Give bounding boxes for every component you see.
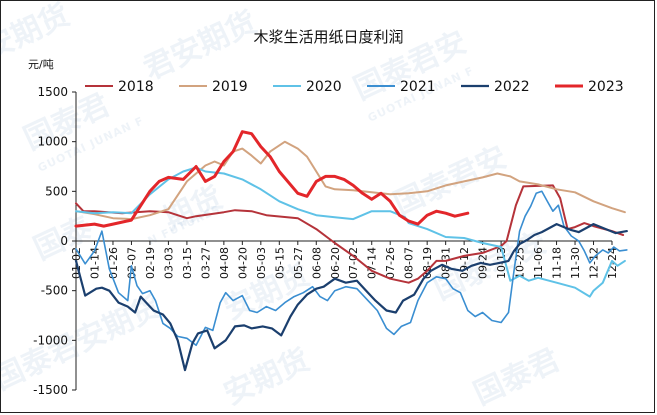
x-tick-label: 07-26 — [384, 247, 397, 279]
x-tick-label: 08-07 — [403, 247, 416, 279]
x-tick-label: 08-31 — [440, 247, 453, 279]
x-tick-label: 06-08 — [310, 247, 323, 279]
x-tick-label: 02-07 — [125, 247, 138, 279]
series-line-2023 — [74, 130, 470, 228]
x-tick-label: 04-20 — [236, 247, 249, 279]
x-tick-label: 05-27 — [292, 247, 305, 279]
legend-label-2022: 2022 — [494, 79, 530, 95]
x-tick-label: 05-15 — [273, 247, 286, 279]
chart-title: 木浆生活用纸日度利润 — [253, 28, 404, 46]
svg-text:安期货: 安期货 — [0, 0, 75, 67]
x-tick-label: 09-12 — [458, 247, 471, 279]
x-tick-label: 04-08 — [218, 247, 231, 279]
x-tick-label: 07-14 — [366, 247, 379, 279]
legend-label-2018: 2018 — [118, 79, 154, 95]
y-tick-label: 0 — [60, 234, 68, 248]
x-tick-label: 11-06 — [532, 247, 545, 279]
series-lines — [74, 130, 628, 372]
x-tick-label: 03-15 — [181, 247, 194, 279]
x-tick-label: 05-03 — [255, 247, 268, 279]
legend-label-2020: 2020 — [306, 79, 342, 95]
x-tick-label: 03-03 — [162, 247, 175, 279]
series-line-2018 — [75, 184, 625, 284]
legend-label-2021: 2021 — [400, 79, 436, 95]
legend: 2018 2019 2020 2021 2022 2023 — [85, 79, 624, 95]
series-line-2021 — [75, 190, 628, 347]
x-tick-label: 11-30 — [569, 247, 582, 279]
y-tick-label: 500 — [45, 184, 68, 198]
svg-text:国泰君安期货: 国泰君安期货 — [0, 289, 167, 397]
x-tick-label: 11-18 — [551, 247, 564, 279]
x-tick-label: 06-20 — [329, 247, 342, 279]
y-tick-label: 1500 — [37, 85, 68, 99]
x-tick-label: 07-02 — [347, 247, 360, 279]
svg-text:国泰君: 国泰君 — [469, 342, 565, 412]
x-tick-label: 03-27 — [199, 247, 212, 279]
svg-text:国泰君安: 国泰君安 — [389, 140, 513, 222]
series-line-2022 — [74, 223, 628, 372]
x-tick-label: 12-24 — [606, 247, 619, 279]
y-tick-label: 1000 — [37, 135, 68, 149]
y-tick-label: -500 — [41, 284, 68, 298]
x-axis: 01-02 01-14 01-26 02-07 02-19 03-03 03-15 03-27… — [70, 240, 619, 279]
svg-text:君安期货: 君安期货 — [139, 5, 263, 87]
y-axis-unit-label: 元/吨 — [28, 58, 54, 71]
x-tick-label: 01-14 — [88, 247, 101, 279]
watermark: 安期货 国泰君 GUOTAI JUNAN F 君安期货 国泰君安 GUOTAI … — [0, 0, 565, 412]
svg-text:安期货: 安期货 — [219, 342, 315, 412]
legend-label-2019: 2019 — [212, 79, 248, 95]
x-tick-label: 02-19 — [144, 247, 157, 279]
y-tick-label: -1000 — [33, 333, 68, 347]
legend-label-2023: 2023 — [588, 79, 624, 95]
y-tick-label: -1500 — [33, 383, 68, 397]
